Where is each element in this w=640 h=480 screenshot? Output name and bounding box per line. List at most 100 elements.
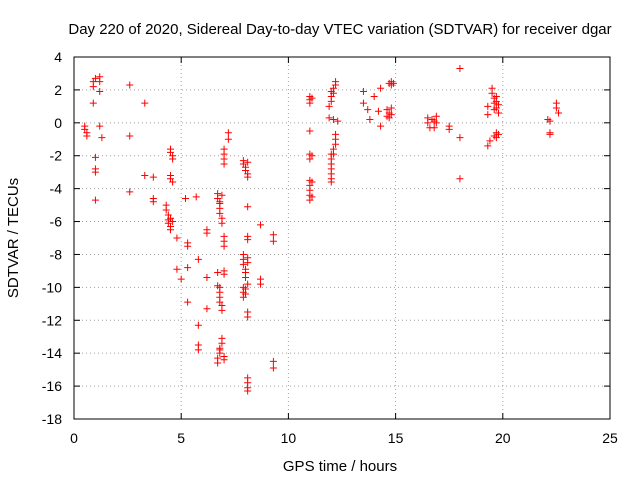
axis-ticks: 0 5 10 15 20 25 -18 -16 -14 -12 -10 -8 -6 -4 -2 0 2 4 bbox=[42, 49, 618, 446]
data-point bbox=[141, 99, 149, 107]
data-point bbox=[377, 84, 385, 92]
data-point bbox=[329, 89, 337, 97]
data-point bbox=[169, 218, 177, 226]
data-point bbox=[89, 99, 97, 107]
data-point bbox=[169, 178, 177, 186]
data-point bbox=[445, 125, 453, 133]
data-point bbox=[387, 111, 395, 119]
data-point bbox=[224, 135, 232, 143]
data-point bbox=[432, 119, 440, 127]
data-point bbox=[430, 124, 438, 132]
data-point bbox=[308, 94, 316, 102]
data-point bbox=[332, 130, 340, 138]
data-point bbox=[327, 178, 335, 186]
data-point bbox=[486, 137, 494, 145]
data-point bbox=[91, 153, 99, 161]
data-point bbox=[484, 111, 492, 119]
y-tick-label: -6 bbox=[50, 214, 63, 230]
data-point bbox=[242, 285, 250, 293]
data-point bbox=[366, 116, 374, 124]
data-point bbox=[374, 107, 382, 115]
data-point bbox=[91, 74, 99, 82]
data-point bbox=[325, 114, 333, 122]
data-point bbox=[484, 102, 492, 110]
data-point bbox=[244, 313, 252, 321]
y-tick-label: -14 bbox=[42, 345, 62, 361]
data-point bbox=[184, 264, 192, 272]
x-axis-label: GPS time / hours bbox=[283, 458, 397, 475]
data-point bbox=[456, 134, 464, 142]
x-tick-label: 5 bbox=[177, 430, 185, 446]
data-point bbox=[203, 305, 211, 313]
data-point bbox=[89, 83, 97, 91]
data-point bbox=[218, 191, 226, 199]
x-tick-label: 0 bbox=[70, 430, 78, 446]
data-point bbox=[334, 117, 342, 125]
y-tick-label: -2 bbox=[50, 148, 63, 164]
data-point bbox=[218, 219, 226, 227]
data-point bbox=[192, 193, 200, 201]
data-point bbox=[141, 171, 149, 179]
data-point bbox=[96, 122, 104, 130]
data-point bbox=[308, 193, 316, 201]
data-point bbox=[166, 226, 174, 234]
data-point bbox=[306, 99, 314, 107]
data-point bbox=[257, 221, 265, 229]
data-point bbox=[244, 236, 252, 244]
data-point bbox=[329, 116, 337, 124]
data-point bbox=[244, 158, 252, 166]
data-point bbox=[269, 237, 277, 245]
data-point bbox=[126, 132, 134, 140]
data-point bbox=[203, 273, 211, 281]
data-point bbox=[244, 259, 252, 267]
data-point bbox=[495, 130, 503, 138]
data-point bbox=[216, 198, 224, 206]
data-point bbox=[224, 129, 232, 137]
x-tick-label: 25 bbox=[602, 430, 618, 446]
data-point bbox=[169, 155, 177, 163]
data-point bbox=[552, 104, 560, 112]
data-point bbox=[218, 306, 226, 314]
data-point bbox=[96, 88, 104, 96]
data-point bbox=[269, 231, 277, 239]
data-point bbox=[244, 203, 252, 211]
data-point bbox=[329, 150, 337, 158]
data-point bbox=[387, 104, 395, 112]
data-point bbox=[173, 234, 181, 242]
data-point bbox=[308, 152, 316, 160]
data-point bbox=[332, 78, 340, 86]
y-tick-label: -8 bbox=[50, 246, 63, 262]
data-point bbox=[555, 109, 563, 117]
y-tick-label: -12 bbox=[42, 312, 62, 328]
data-point bbox=[96, 78, 104, 86]
data-point bbox=[244, 280, 252, 288]
data-point bbox=[244, 387, 252, 395]
data-point bbox=[306, 127, 314, 135]
data-point bbox=[194, 321, 202, 329]
data-point bbox=[220, 270, 228, 278]
data-point bbox=[184, 298, 192, 306]
data-point bbox=[83, 132, 91, 140]
data-point bbox=[162, 206, 170, 214]
data-point bbox=[432, 112, 440, 120]
data-point bbox=[269, 364, 277, 372]
data-point bbox=[370, 92, 378, 100]
data-point bbox=[194, 346, 202, 354]
x-tick-label: 20 bbox=[495, 430, 511, 446]
chart-title: Day 220 of 2020, Sidereal Day-to-day VTE… bbox=[68, 21, 611, 38]
data-point bbox=[364, 106, 372, 114]
data-point bbox=[149, 198, 157, 206]
data-point bbox=[216, 346, 224, 354]
data-point bbox=[91, 168, 99, 176]
data-point bbox=[181, 195, 189, 203]
data-point bbox=[91, 196, 99, 204]
data-point bbox=[546, 130, 554, 138]
y-tick-label: -16 bbox=[42, 378, 62, 394]
data-point bbox=[456, 65, 464, 73]
data-point bbox=[126, 188, 134, 196]
data-point bbox=[177, 275, 185, 283]
y-axis-label: SDTVAR / TECUs bbox=[5, 178, 22, 298]
data-point bbox=[377, 122, 385, 130]
